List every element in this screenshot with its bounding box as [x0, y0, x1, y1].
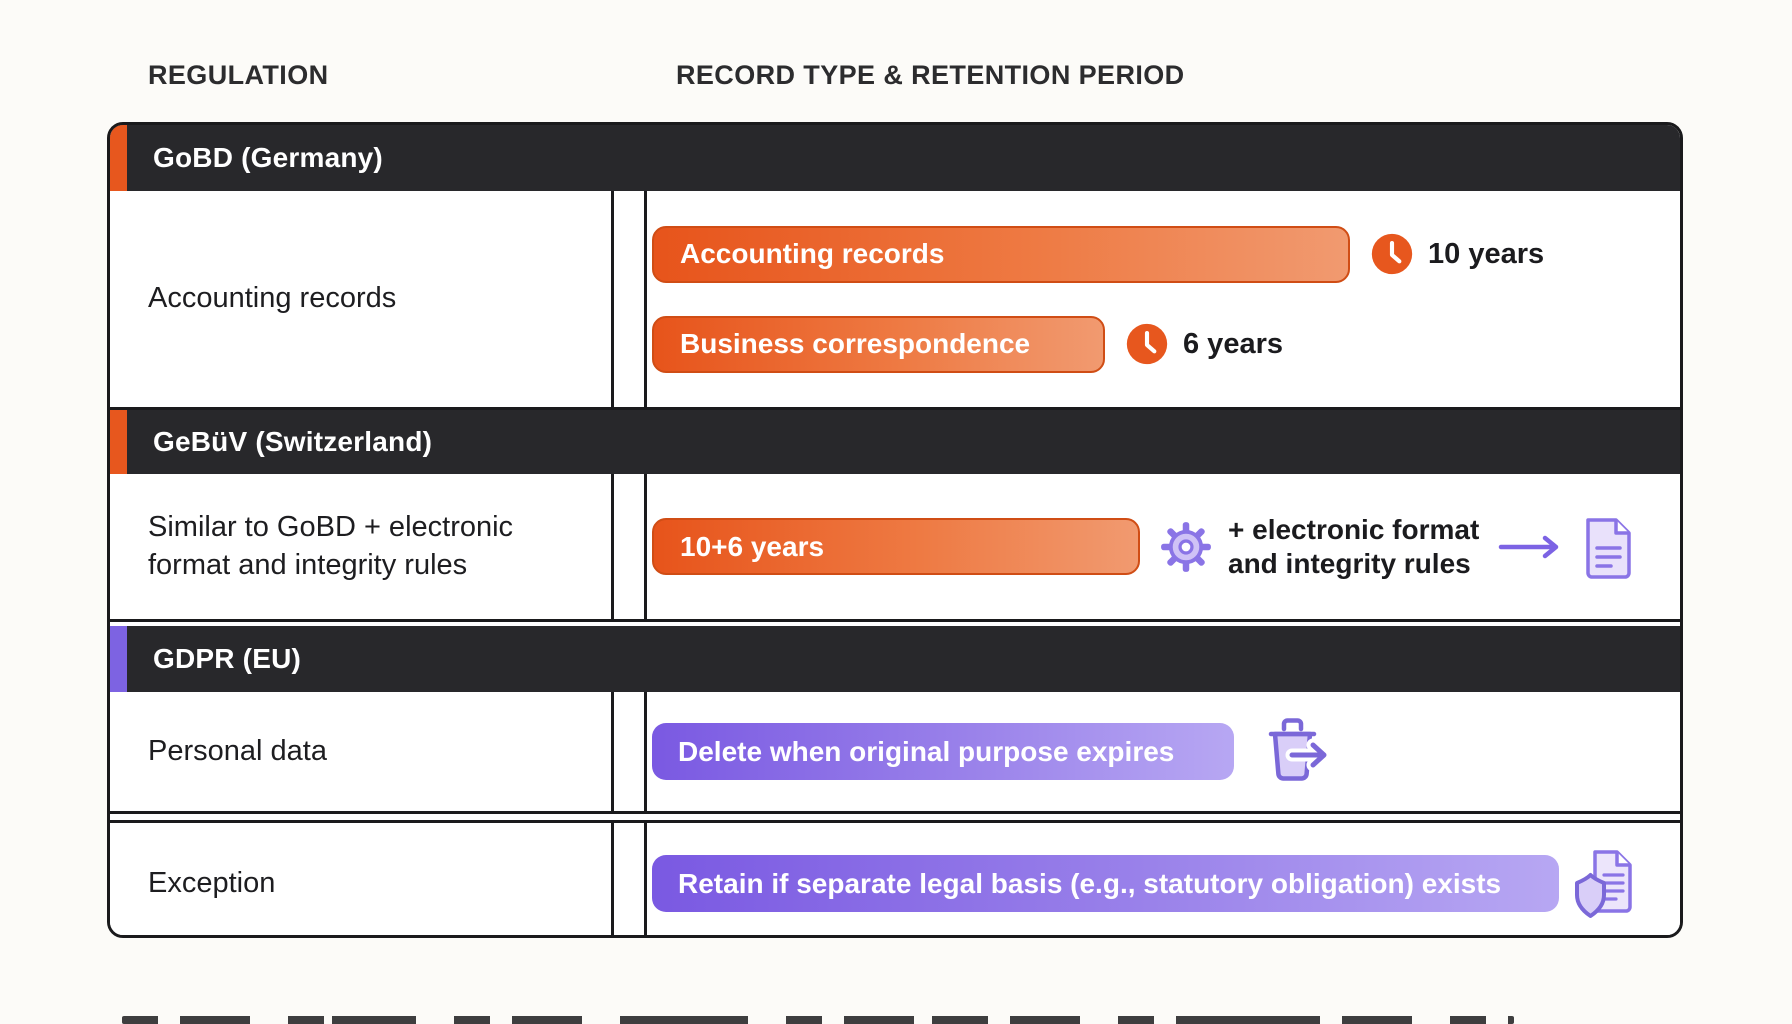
gear-icon	[1161, 521, 1211, 572]
record-cell: Delete when original purpose expires	[647, 692, 1680, 811]
column-header-regulation: REGULATION	[148, 60, 329, 90]
section-title: GeBüV (Switzerland)	[153, 426, 433, 457]
retention-bar-line: Business correspondence 6 years	[652, 315, 1680, 373]
arrow-right-icon	[1499, 535, 1559, 558]
regulation-cell: Accounting records	[110, 191, 614, 407]
table-row-exception: Exception Retain if separate legal basis…	[110, 820, 1680, 935]
regulation-cell: Personal data	[110, 692, 614, 811]
column-divider	[614, 191, 647, 407]
section-band-gebuev: GeBüV (Switzerland)	[110, 410, 1680, 474]
accent-bar-orange	[110, 125, 127, 191]
section-band-gdpr: GDPR (EU)	[110, 626, 1680, 692]
table-row-gobd: Accounting records Accounting records 10…	[110, 191, 1680, 410]
retention-bar: 10+6 years	[652, 518, 1140, 575]
row-separator	[110, 814, 1680, 820]
clock-icon	[1371, 233, 1413, 275]
regulation-cell: Similar to GoBD + electronic format and …	[110, 474, 614, 619]
record-cell: 10+6 years + el	[647, 474, 1680, 619]
column-header-record-type: RECORD TYPE & RETENTION PERIOD	[676, 60, 1185, 90]
record-cell: Retain if separate legal basis (e.g., st…	[647, 823, 1680, 935]
retention-period-label: 10 years	[1428, 237, 1545, 270]
table-row-gebuev: Similar to GoBD + electronic format and …	[110, 474, 1680, 622]
retention-bar: Retain if separate legal basis (e.g., st…	[652, 855, 1559, 912]
record-cell: Accounting records 10 years Business cor…	[647, 191, 1680, 407]
regulation-table: GoBD (Germany) Accounting records Accoun…	[107, 122, 1683, 938]
annotation-text: + electronic format and integrity rules	[1228, 514, 1480, 579]
retention-bar-line: Accounting records 10 years	[652, 225, 1680, 283]
retention-bar: Business correspondence	[652, 315, 1105, 373]
section-title: GoBD (Germany)	[153, 142, 383, 173]
cropped-text-artifact	[122, 1016, 1514, 1024]
accent-bar-purple	[110, 626, 127, 692]
retention-bar-line: Retain if separate legal basis (e.g., st…	[652, 849, 1680, 919]
column-divider	[614, 692, 647, 811]
retention-bar: Accounting records	[652, 225, 1350, 283]
retention-bar-line: Delete when original purpose expires	[652, 717, 1680, 787]
trash-export-icon	[1268, 717, 1331, 781]
document-icon	[1586, 517, 1632, 579]
table-row-personal-data: Personal data Delete when original purpo…	[110, 692, 1680, 814]
retention-bar: Delete when original purpose expires	[652, 723, 1234, 780]
retention-bar-line: 10+6 years + el	[652, 513, 1680, 579]
regulation-cell: Exception	[110, 823, 614, 935]
retention-period-label: 6 years	[1183, 327, 1283, 360]
section-band-gobd: GoBD (Germany)	[110, 125, 1680, 191]
section-title: GDPR (EU)	[153, 643, 302, 674]
column-divider	[614, 823, 647, 935]
column-divider	[614, 474, 647, 619]
accent-bar-orange	[110, 410, 127, 474]
shield-document-icon	[1575, 849, 1632, 918]
clock-icon	[1126, 323, 1168, 365]
